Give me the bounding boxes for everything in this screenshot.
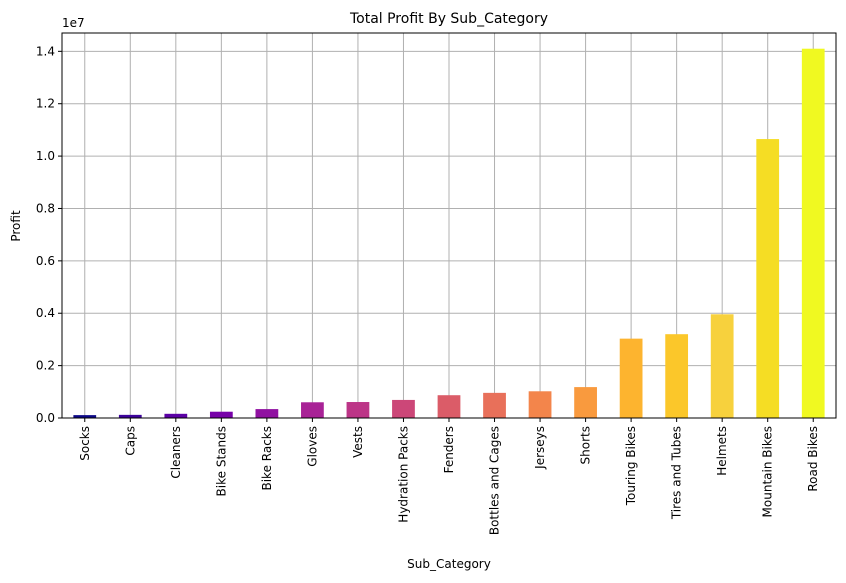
bar <box>710 314 734 418</box>
x-ticks: Socks Caps Cleaners Bike Stands Bike Racks Gl… <box>78 418 820 535</box>
bar <box>801 48 825 418</box>
x-tick-label: Gloves <box>305 426 319 467</box>
x-tick-label: Helmets <box>715 426 729 476</box>
y-tick-label: 0.4 <box>36 306 55 320</box>
bar <box>756 139 780 419</box>
x-tick-label: Hydration Packs <box>396 426 410 523</box>
chart-title: Total Profit By Sub_Category <box>349 11 548 27</box>
bar <box>619 338 643 418</box>
bar <box>209 411 233 418</box>
bars <box>73 48 825 419</box>
x-tick-label: Shorts <box>579 426 593 464</box>
x-tick-label: Vests <box>351 426 365 458</box>
y-tick-label: 0.8 <box>36 201 55 215</box>
y-tick-label: 1.4 <box>36 44 55 58</box>
x-axis-label: Sub_Category <box>407 557 491 571</box>
x-tick-label: Cleaners <box>169 426 183 479</box>
bar <box>164 413 188 418</box>
y-tick-label: 1.2 <box>36 97 55 111</box>
x-tick-label: Mountain Bikes <box>761 426 775 517</box>
x-tick-label: Bike Stands <box>214 426 228 496</box>
bar <box>574 387 597 418</box>
x-tick-label: Tires and Tubes <box>670 426 684 520</box>
y-tick-label: 0.2 <box>36 359 55 373</box>
bar <box>301 402 324 418</box>
bar <box>437 395 461 418</box>
x-tick-label: Road Bikes <box>806 426 820 492</box>
x-tick-label: Bottles and Cages <box>488 426 502 535</box>
y-tick-label: 0.6 <box>36 254 55 268</box>
x-tick-label: Bike Racks <box>260 426 274 491</box>
x-tick-label: Caps <box>123 426 137 456</box>
y-axis-label: Profit <box>9 210 23 242</box>
x-tick-label: Fenders <box>442 426 456 473</box>
bar <box>73 415 97 418</box>
y-tick-label: 0.0 <box>36 411 55 425</box>
x-tick-label: Jerseys <box>533 426 547 470</box>
bar <box>665 334 689 418</box>
bar <box>392 399 415 418</box>
bar <box>483 392 506 418</box>
y-offset-label: 1e7 <box>62 16 85 30</box>
y-ticks: 0.0 0.2 0.4 0.6 0.8 1.0 1.2 1.4 <box>36 44 62 425</box>
bar <box>346 402 370 418</box>
bar <box>528 391 552 418</box>
x-tick-label: Touring Bikes <box>624 426 638 506</box>
bar <box>255 409 279 418</box>
x-tick-label: Socks <box>78 426 92 461</box>
y-tick-label: 1.0 <box>36 149 55 163</box>
bar <box>118 414 142 418</box>
